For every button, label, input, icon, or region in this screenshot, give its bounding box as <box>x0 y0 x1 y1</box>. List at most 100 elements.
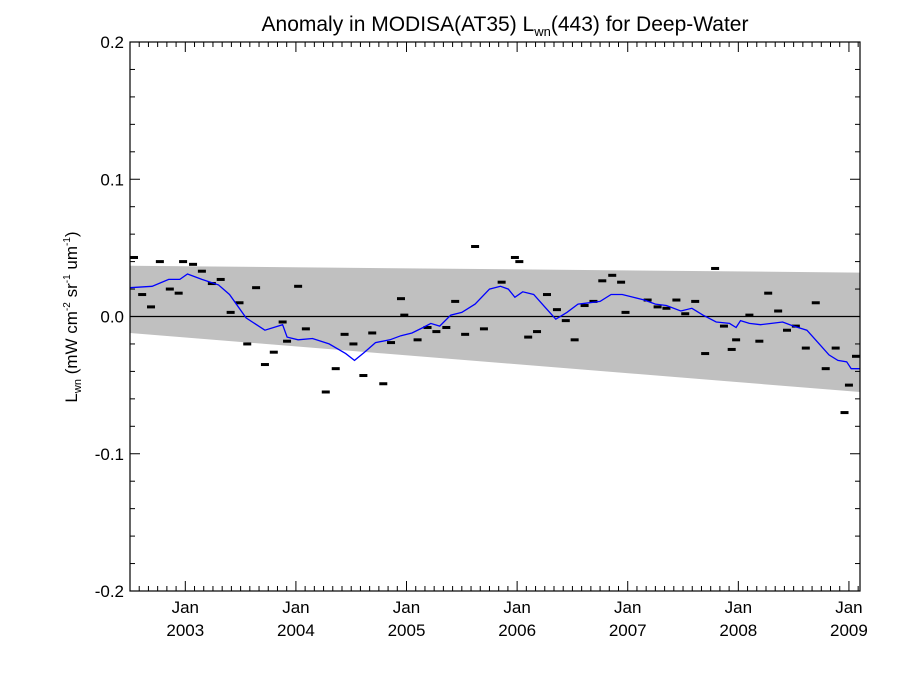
data-point <box>294 284 303 288</box>
data-point <box>396 297 405 301</box>
y-label-um: um <box>62 246 81 274</box>
data-point <box>791 324 800 328</box>
data-point <box>321 390 330 394</box>
data-point <box>432 330 441 334</box>
data-point <box>732 338 741 342</box>
x-tick-year-label: 2008 <box>719 621 757 640</box>
data-point <box>589 299 598 303</box>
data-point <box>598 279 607 283</box>
data-point <box>349 342 358 346</box>
data-point <box>662 306 671 310</box>
data-point <box>423 325 432 329</box>
data-point <box>243 342 252 346</box>
x-tick-month-label: Jan <box>172 598 199 617</box>
data-point <box>278 320 287 324</box>
data-point <box>617 280 626 284</box>
x-tick-month-label: Jan <box>725 598 752 617</box>
data-point <box>252 286 261 290</box>
data-point <box>147 305 156 309</box>
x-tick-year-label: 2005 <box>388 621 426 640</box>
data-point <box>471 245 480 249</box>
data-point <box>207 282 216 286</box>
data-point <box>831 346 840 350</box>
data-point <box>189 262 198 266</box>
data-point <box>727 347 736 351</box>
data-point <box>844 383 853 387</box>
data-point <box>130 255 138 259</box>
data-point <box>561 319 570 323</box>
y-label-units: (mW cm <box>62 311 81 379</box>
x-tick-year-label: 2004 <box>277 621 315 640</box>
chart-title-main: Anomaly in MODISA(AT35) L <box>262 13 535 36</box>
data-point <box>811 301 820 305</box>
y-label-sub: wn <box>72 379 84 394</box>
y-label-close: ) <box>62 231 81 237</box>
y-ticks-layer: -0.2 -0.1 0.0 0.1 0.2 <box>95 33 860 601</box>
y-label-sup1: -2 <box>62 302 73 311</box>
data-point <box>387 341 396 345</box>
y-tick-label: -0.2 <box>95 582 124 601</box>
data-point <box>165 287 174 291</box>
data-point <box>691 299 700 303</box>
data-point <box>764 291 773 295</box>
x-tick-year-label: 2009 <box>830 621 868 640</box>
data-point <box>413 338 422 342</box>
data-point <box>852 354 860 358</box>
data-point <box>783 328 791 332</box>
y-label-sup3: -1 <box>62 237 73 246</box>
confidence-band-layer <box>130 265 860 392</box>
data-point <box>755 339 764 343</box>
x-ticks-layer: Jan 2003 Jan 2004 Jan 2005 Jan 2006 Jan 2007 Jan 20… <box>129 42 868 640</box>
data-point <box>379 382 388 386</box>
data-point <box>542 293 551 297</box>
data-point <box>608 273 617 277</box>
trend-line-layer <box>129 273 860 370</box>
data-point <box>701 352 710 356</box>
y-tick-label: -0.1 <box>95 445 124 464</box>
data-point <box>461 332 470 336</box>
data-point <box>643 298 652 302</box>
y-tick-label: 0.0 <box>100 308 124 327</box>
data-point <box>226 310 235 314</box>
data-point <box>510 255 519 259</box>
data-point <box>711 266 720 270</box>
data-point <box>580 304 589 308</box>
data-point <box>533 330 542 334</box>
data-point <box>442 325 451 329</box>
data-point <box>283 339 292 343</box>
data-point <box>359 374 368 378</box>
y-label-sup2: -1 <box>62 274 73 283</box>
data-point <box>497 280 506 284</box>
data-point <box>179 260 188 264</box>
data-point <box>821 367 830 371</box>
data-point <box>570 338 579 342</box>
x-tick-month-label: Jan <box>393 598 420 617</box>
data-point <box>524 335 533 339</box>
data-point <box>197 269 206 273</box>
data-point <box>301 327 310 331</box>
data-point <box>801 346 810 350</box>
data-point <box>400 313 409 317</box>
data-point <box>138 293 147 297</box>
data-point <box>672 298 681 302</box>
y-label-sr: sr <box>62 283 81 302</box>
x-tick-year-label: 2003 <box>166 621 204 640</box>
data-point <box>260 363 269 367</box>
data-point <box>515 260 524 264</box>
trend-line <box>129 273 860 370</box>
data-point <box>331 367 340 371</box>
data-point <box>745 313 754 317</box>
data-point <box>719 324 728 328</box>
data-point <box>552 308 561 312</box>
data-point <box>235 301 244 305</box>
chart-title-sub: wn <box>533 24 551 39</box>
chart-title-suffix: (443) for Deep-Water <box>551 13 749 36</box>
x-tick-year-label: 2006 <box>498 621 536 640</box>
data-point <box>451 299 460 303</box>
x-tick-month-label: Jan <box>282 598 309 617</box>
x-tick-month-label: Jan <box>835 598 862 617</box>
data-points-layer <box>130 245 860 415</box>
data-point <box>681 312 690 316</box>
